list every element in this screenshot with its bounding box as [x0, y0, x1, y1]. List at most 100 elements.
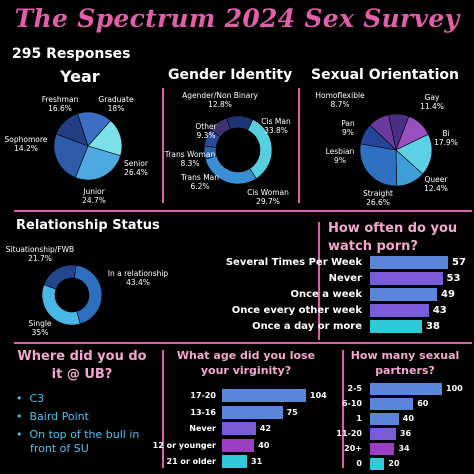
pie-label-agender-non-binary: Agender/Non Binary 12.8%	[182, 91, 258, 109]
virginity-chart-title: What age did you lose your virginity?	[176, 349, 316, 377]
bar	[222, 389, 306, 402]
pie-slice-situationship-fwb	[43, 264, 77, 290]
pie-label-graduate: Graduate 18%	[98, 95, 134, 113]
orientation-pie-chart	[359, 113, 433, 187]
pie-label-trans-man: Trans Man 6.2%	[180, 173, 220, 191]
bar-value-label: 75	[286, 407, 298, 417]
bar	[370, 256, 448, 269]
where-title: Where did you do it @ UB?	[17, 349, 147, 382]
pie-label-in-a-relationship: In a relationship 43.4%	[107, 269, 169, 287]
bar-value-label: 42	[259, 424, 272, 433]
response-count: 295 Responses	[12, 46, 131, 62]
partners-chart-title: How many sexual partners?	[350, 349, 460, 377]
bar-category-label: Never	[328, 273, 362, 284]
bar-value-label: 40	[402, 414, 414, 423]
pie-label-junior: Junior 24.7%	[82, 187, 106, 205]
pie-label-pan: Pan 9%	[341, 119, 355, 137]
bar-category-label: 1	[356, 414, 362, 423]
relationship-chart-title: Relationship Status	[16, 218, 160, 233]
bar-category-label: Once a week	[290, 289, 363, 300]
bar-category-label: 17-20	[190, 391, 216, 400]
pie-label-cis-man: Cis Man 33.8%	[261, 117, 291, 135]
divider-vertical-4	[162, 350, 164, 468]
divider-horizontal-2	[14, 342, 472, 344]
bar	[370, 398, 414, 410]
pie-label-gay: Gay 11.4%	[420, 93, 444, 111]
pie-label-cis-woman: Cis Woman 29.7%	[247, 188, 289, 206]
bar-category-label: 13-16	[190, 407, 216, 417]
year-pie-chart	[53, 111, 123, 181]
bar-category-label: 20+	[344, 444, 362, 453]
bar-value-label: 60	[417, 399, 429, 408]
bar-value-label: 34	[398, 444, 410, 453]
orientation-chart-title: Sexual Orientation	[311, 67, 459, 83]
relationship-donut-chart	[41, 264, 103, 326]
pie-label-other: Other 9.3%	[195, 122, 217, 140]
bar-category-label: 11-20	[336, 429, 362, 438]
pie-label-lesbian: Lesbian 9%	[325, 147, 355, 165]
year-chart-title: Year	[60, 67, 100, 86]
pie-label-sophomore: Sophomore 14.2%	[4, 135, 48, 153]
where-list: • C3 • Baird Point • On top of the bull …	[16, 392, 166, 456]
bar-category-label: Once every other week	[231, 305, 362, 316]
where-item-text: C3	[29, 392, 45, 405]
bar-value-label: 40	[258, 440, 270, 450]
bar-value-label: 36	[399, 429, 412, 438]
pie-label-bi: Bi 17.9%	[434, 129, 458, 147]
pie-slice-bi	[395, 133, 433, 175]
pie-label-senior: Senior 26.4%	[124, 159, 148, 177]
bar	[222, 438, 255, 452]
pie-label-situationship-fwb: Situationship/FWB 21.7%	[5, 245, 75, 263]
bar-category-label: 0	[356, 459, 362, 468]
where-item: • On top of the bull in front of SU	[16, 428, 140, 455]
bar	[370, 304, 429, 317]
bar-value-label: 100	[446, 384, 463, 393]
porn-chart-title: How often do you watch porn?	[328, 221, 458, 254]
pie-label-queer: Queer 12.4%	[424, 175, 448, 193]
pie-slice-senior	[74, 145, 121, 181]
bar	[222, 422, 256, 435]
bar-category-label: 12 or younger	[152, 440, 216, 450]
divider-vertical-5	[342, 350, 344, 468]
bar	[222, 455, 248, 468]
pie-label-homoflexible: Homoflexible 8.7%	[315, 91, 365, 109]
bar-value-label: 104	[310, 391, 327, 400]
divider-vertical-3	[318, 222, 320, 340]
divider-vertical-1	[162, 88, 164, 203]
pie-slice-pan	[369, 114, 397, 151]
bar	[222, 405, 283, 419]
where-item: • C3	[16, 392, 45, 405]
bar	[370, 383, 442, 395]
bar	[370, 458, 385, 470]
pie-slice-straight	[359, 143, 397, 187]
pie-slice-other	[210, 117, 231, 138]
pie-label-straight: Straight 26.6%	[363, 189, 393, 207]
bar-value-label: 49	[441, 289, 455, 300]
gender-donut-chart	[203, 115, 273, 185]
bar-value-label: 57	[452, 257, 466, 268]
pie-slice-junior	[53, 133, 89, 178]
bar-category-label: Several Times Per Week	[225, 257, 362, 268]
bar-category-label: 2-5	[347, 384, 362, 393]
bar-category-label: 6-10	[341, 399, 362, 408]
bar-category-label: Never	[189, 424, 216, 433]
divider-horizontal	[14, 210, 472, 212]
bar	[370, 443, 395, 455]
pie-label-freshman: Freshman 16.6%	[41, 95, 79, 113]
bar-value-label: 20	[388, 459, 400, 468]
pie-slice-sophomore	[55, 113, 89, 147]
pie-slice-single	[41, 284, 81, 326]
bar	[370, 428, 396, 440]
bar	[370, 288, 438, 301]
bar	[370, 320, 422, 333]
gender-chart-title: Gender Identity	[168, 67, 293, 83]
page-title: The Spectrum 2024 Sex Survey	[14, 4, 460, 33]
bar-value-label: 38	[426, 321, 440, 332]
where-item-text: Baird Point	[29, 410, 89, 423]
divider-vertical-2	[298, 88, 300, 203]
bar-category-label: 21 or older	[166, 457, 216, 466]
bar	[370, 413, 399, 425]
bar-category-label: Once a day or more	[252, 321, 362, 332]
bar-value-label: 53	[446, 273, 461, 284]
